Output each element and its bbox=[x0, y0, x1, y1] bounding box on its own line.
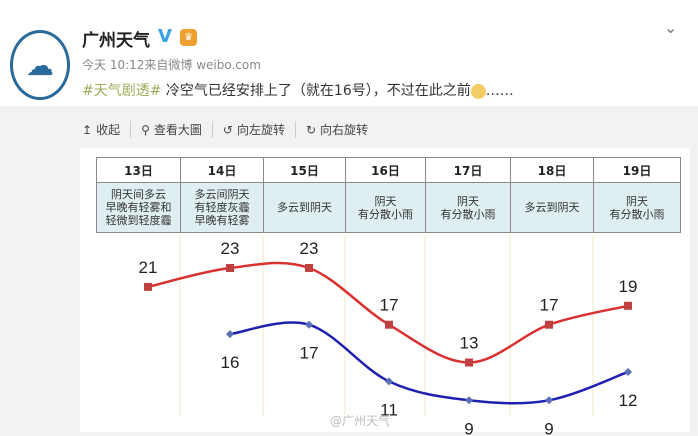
label: 收起 bbox=[96, 123, 121, 137]
post-body: 冷空气已经安排上了（就在16号），不过在此之前 bbox=[161, 83, 471, 99]
rotate-right-button[interactable]: ↻ 向右旋转 bbox=[296, 121, 378, 138]
day-weather: 多云间阴天 有轻度灰霾 早晚有轻雾 bbox=[180, 182, 264, 233]
low-temp-label: 11 bbox=[380, 400, 398, 419]
weather-line: 有分散小雨 bbox=[609, 207, 665, 221]
post-ellipsis: …… bbox=[485, 83, 514, 99]
chevron-down-icon[interactable]: ⌄ bbox=[664, 18, 678, 37]
weather-line: 早晚有轻雾和 bbox=[105, 201, 172, 214]
weather-line: 有分散小雨 bbox=[440, 207, 496, 221]
low-temp-line bbox=[229, 321, 629, 405]
verified-icon: V bbox=[158, 26, 172, 47]
weather-line: 阴天 bbox=[374, 194, 397, 208]
high-temp-label: 17 bbox=[380, 296, 399, 315]
post-meta: 今天 10:12来自微博 weibo.com bbox=[82, 58, 261, 72]
low-temp-point bbox=[305, 320, 313, 329]
weather-line: 阴天间多云 bbox=[111, 188, 166, 201]
low-temp-label: 16 bbox=[221, 353, 240, 372]
high-temp-label: 17 bbox=[540, 296, 559, 315]
day-header: 19日 bbox=[593, 157, 681, 183]
rotate-left-button[interactable]: ↺ 向左旋转 bbox=[213, 121, 296, 138]
day-weather: 阴天 有分散小雨 bbox=[345, 182, 426, 233]
day-weather: 阴天 有分散小雨 bbox=[593, 182, 681, 233]
low-temp-label: 12 bbox=[619, 391, 638, 410]
weather-line: 多云到阴天 bbox=[277, 201, 332, 214]
account-name[interactable]: 广州天气 bbox=[82, 31, 150, 51]
day-header: 14日 bbox=[180, 157, 264, 183]
day-header: 18日 bbox=[510, 157, 594, 183]
low-temp-point bbox=[624, 367, 632, 376]
high-temp-label: 23 bbox=[221, 239, 240, 258]
high-temp-label: 23 bbox=[300, 239, 319, 258]
label: 向右旋转 bbox=[320, 123, 369, 137]
day-header: 13日 bbox=[96, 157, 181, 183]
watermark: @广州天气 bbox=[330, 414, 391, 428]
high-temp-point bbox=[465, 358, 473, 367]
label: 向左旋转 bbox=[236, 123, 285, 137]
high-temp-label: 13 bbox=[460, 334, 479, 353]
weather-line: 阴天 bbox=[626, 194, 648, 208]
search-icon: ⚲ bbox=[141, 122, 150, 137]
weather-line: 早晚有轻雾 bbox=[194, 214, 250, 227]
low-temp-label: 9 bbox=[464, 419, 473, 436]
high-temp-point bbox=[305, 264, 313, 272]
high-temp-point bbox=[545, 320, 553, 329]
view-large-button[interactable]: ⚲ 查看大圖 bbox=[131, 121, 213, 138]
low-temp-point bbox=[385, 377, 393, 386]
crown-icon: ♛ bbox=[180, 29, 197, 46]
low-temp-point bbox=[545, 396, 553, 405]
post-text: #天气剧透# 冷空气已经安排上了（就在16号），不过在此之前 …… bbox=[82, 80, 514, 100]
low-temp-point bbox=[226, 330, 234, 339]
weather-line: 多云间阴天 bbox=[194, 188, 250, 201]
day-header: 16日 bbox=[345, 157, 426, 183]
day-header: 15日 bbox=[263, 157, 346, 183]
low-temp-point bbox=[465, 396, 473, 405]
weather-line: 多云到阴天 bbox=[524, 201, 580, 214]
high-temp-point bbox=[624, 301, 632, 310]
day-weather: 多云到阴天 bbox=[510, 182, 594, 233]
weather-line: 阴天 bbox=[457, 194, 479, 208]
low-temp-label: 9 bbox=[544, 419, 553, 436]
high-temp-label: 21 bbox=[139, 258, 158, 277]
high-temp-point bbox=[144, 282, 152, 291]
weather-line: 有分散小雨 bbox=[358, 207, 413, 221]
day-weather: 阴天间多云 早晚有轻雾和 轻微到轻度霾 bbox=[96, 182, 181, 233]
high-temp-point bbox=[226, 264, 234, 272]
low-temp-label: 17 bbox=[300, 344, 319, 363]
avatar[interactable]: ☁ bbox=[10, 30, 70, 100]
emoji-icon bbox=[470, 83, 486, 99]
collapse-button[interactable]: ↥ 收起 bbox=[82, 121, 132, 138]
weather-line: 有轻度灰霾 bbox=[194, 201, 250, 214]
high-temp-label: 19 bbox=[619, 277, 638, 296]
high-temp-point bbox=[385, 320, 393, 329]
rotate-left-icon: ↺ bbox=[222, 122, 233, 137]
day-weather: 阴天 有分散小雨 bbox=[425, 182, 511, 233]
rotate-right-icon: ↻ bbox=[305, 122, 317, 137]
day-weather: 多云到阴天 bbox=[263, 182, 346, 233]
label: 查看大圖 bbox=[153, 123, 202, 137]
day-header: 17日 bbox=[425, 157, 511, 183]
forecast-table: 13日 14日 15日 16日 17日 18日 19日 阴天间多云 早晚有轻雾和 轻微到轻度霾多… bbox=[96, 157, 681, 233]
collapse-icon: ↥ bbox=[82, 122, 93, 137]
image-toolbar: ↥ 收起 ⚲ 查看大圖 ↺ 向左旋转 ↻ 向右旋转 bbox=[82, 121, 378, 138]
hashtag-link[interactable]: #天气剧透# bbox=[82, 83, 162, 99]
weather-line: 轻微到轻度霾 bbox=[105, 214, 172, 227]
